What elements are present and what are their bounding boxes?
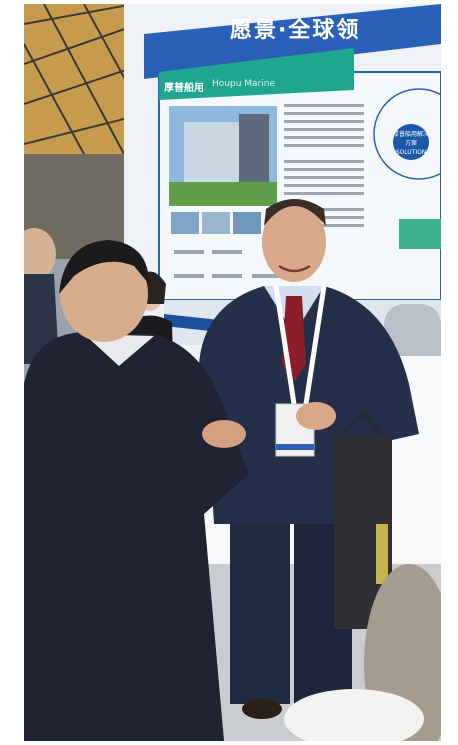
- photo-scene: [24, 4, 441, 741]
- man-right-hair: [264, 199, 326, 226]
- handshake: [202, 420, 246, 448]
- thumbnail-3: [233, 212, 261, 234]
- lanyard: [273, 285, 327, 405]
- thumbnail-1: [171, 212, 199, 234]
- ship-thumbnail: [399, 219, 441, 249]
- event-photo: 愿景·全球领 厚普船用 Houpu Marine 厚普船用解决方案 SOLUTI…: [24, 4, 441, 741]
- panel-brand-cn: 厚普船用: [164, 83, 204, 94]
- thumbnail-2: [202, 212, 230, 234]
- panel-brand-en: Houpu Marine: [212, 79, 275, 89]
- solution-badge-cn: 厚普船用解决方案: [393, 131, 430, 147]
- man-left-jacket: [24, 332, 249, 741]
- man-right-hand: [296, 402, 336, 430]
- solution-badge: 厚普船用解决方案 SOLUTION: [393, 124, 429, 160]
- foreground-shoulder: [284, 689, 424, 741]
- panel-header: [159, 48, 354, 100]
- shoe: [242, 699, 282, 719]
- booth-banner-title: 愿景·全球领: [230, 18, 361, 43]
- solution-badge-en: SOLUTION: [395, 149, 427, 156]
- booth-banner: [144, 4, 441, 79]
- man-left-hair: [59, 240, 149, 294]
- solution-ring: [373, 88, 441, 180]
- man-left-collar: [84, 334, 154, 366]
- man-right-face: [262, 202, 326, 282]
- man-right-leg-left: [230, 524, 290, 704]
